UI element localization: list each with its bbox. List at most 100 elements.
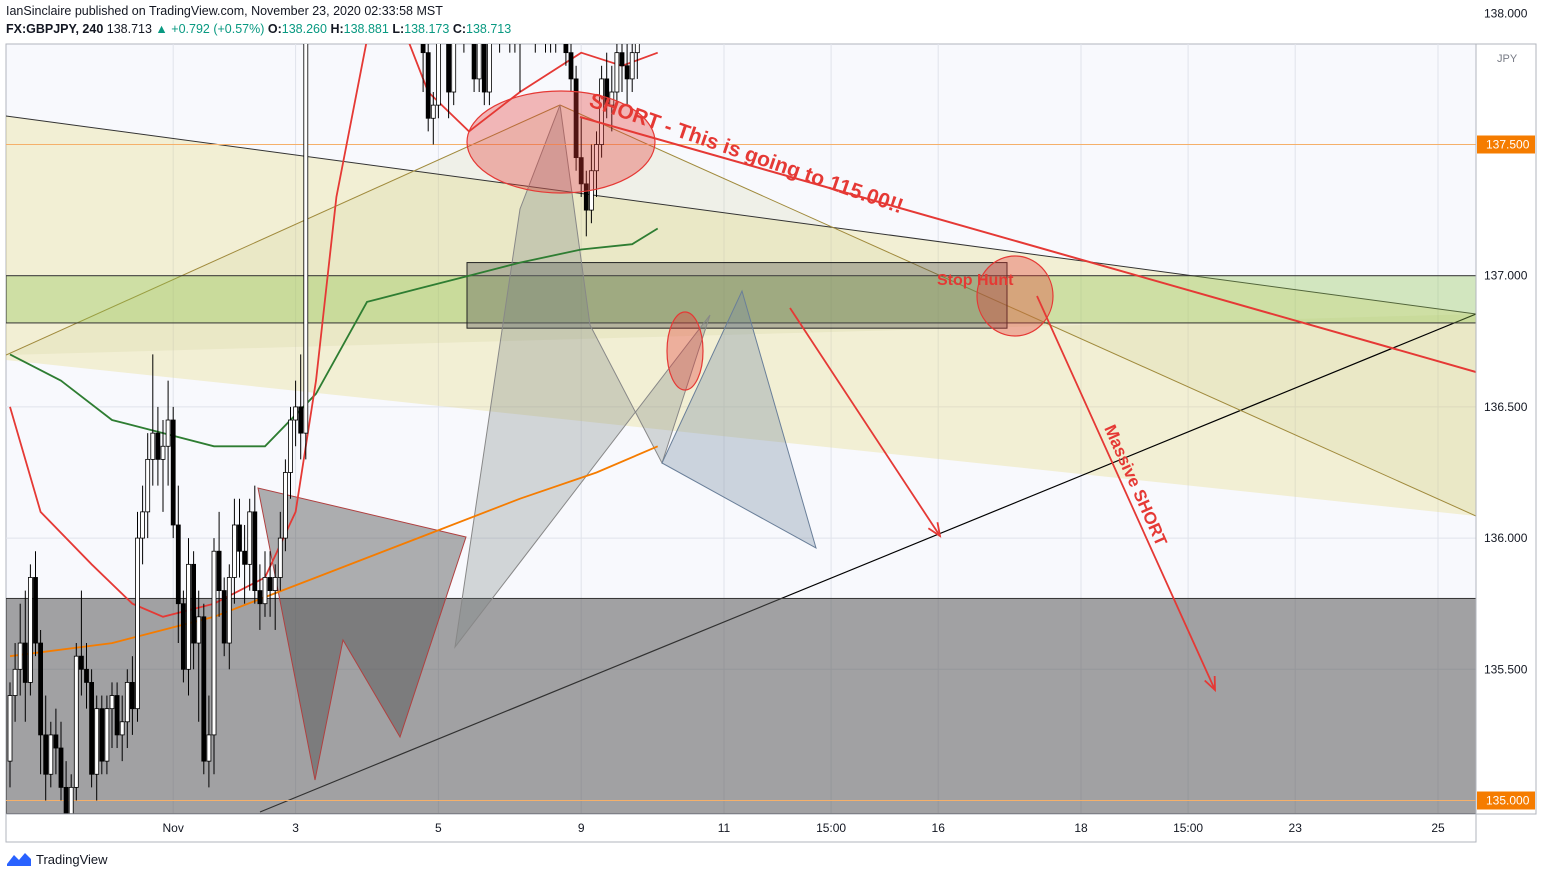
candle bbox=[191, 551, 197, 670]
candle bbox=[425, 44, 431, 132]
y-tick-label: 138.000 bbox=[1484, 6, 1528, 20]
candle-body bbox=[43, 734, 49, 775]
candle-body bbox=[119, 721, 125, 736]
candle-body bbox=[544, 13, 548, 26]
candle-body bbox=[257, 590, 263, 605]
candle bbox=[563, 44, 569, 66]
candle-body bbox=[442, 0, 446, 26]
demand-zone-135 bbox=[6, 597, 1476, 814]
candle-body bbox=[221, 590, 227, 644]
candle bbox=[298, 354, 304, 460]
candle-body bbox=[206, 734, 212, 762]
ema-mid-line bbox=[9, 227, 659, 448]
candle-body bbox=[498, 0, 502, 13]
low-value: 138.173 bbox=[404, 22, 450, 36]
candle-body bbox=[12, 668, 18, 696]
candle bbox=[211, 538, 217, 775]
candle-body bbox=[175, 524, 181, 605]
candle bbox=[145, 433, 151, 539]
candle bbox=[216, 511, 222, 617]
candle-body bbox=[559, 0, 563, 13]
y-tick-label: 136.000 bbox=[1484, 531, 1528, 545]
publish-info: IanSinclaire published on TradingView.co… bbox=[6, 4, 443, 18]
tradingview-footer[interactable]: TradingView bbox=[6, 851, 108, 867]
support-zone-138 bbox=[6, 0, 1476, 40]
candle-body bbox=[640, 0, 644, 26]
candle-body bbox=[533, 0, 537, 26]
candle bbox=[17, 603, 23, 696]
arrow-head bbox=[1204, 675, 1216, 693]
candle bbox=[22, 590, 28, 722]
candle-body bbox=[476, 44, 482, 80]
channel-fill bbox=[6, 105, 1476, 516]
candle bbox=[43, 695, 49, 801]
candle bbox=[175, 485, 181, 644]
candle bbox=[196, 590, 202, 722]
candle-body bbox=[48, 734, 54, 775]
open-value: 138.260 bbox=[281, 22, 327, 36]
y-tick-label: 135.500 bbox=[1484, 662, 1528, 676]
candle bbox=[119, 695, 125, 762]
candle-body bbox=[471, 44, 477, 80]
candle-body bbox=[79, 655, 84, 670]
candle bbox=[257, 564, 263, 630]
candle-body bbox=[481, 44, 487, 93]
x-tick-label: 15:00 bbox=[1173, 821, 1203, 835]
x-tick-label: 15:00 bbox=[816, 821, 846, 835]
candle-body bbox=[549, 13, 553, 39]
yellow-wedge bbox=[6, 116, 1476, 516]
harmonic-pattern-2 bbox=[454, 104, 711, 649]
candle-body bbox=[170, 419, 176, 526]
candle bbox=[79, 590, 84, 696]
price-label-text: 135.000 bbox=[1486, 794, 1530, 808]
candle-body bbox=[578, 157, 584, 185]
candle-body bbox=[73, 655, 79, 788]
candle-body bbox=[513, 0, 517, 39]
candle bbox=[442, 0, 446, 40]
publisher-name[interactable]: IanSinclaire bbox=[6, 4, 72, 18]
tradingview-logo-icon bbox=[7, 853, 31, 866]
candle-body bbox=[583, 183, 589, 211]
candle-body bbox=[231, 524, 237, 578]
mid-circle bbox=[666, 311, 704, 391]
candle-body bbox=[84, 668, 89, 683]
candle bbox=[599, 65, 604, 158]
x-tick-label: 5 bbox=[435, 821, 442, 835]
candle-body bbox=[196, 616, 202, 644]
support-zone-137 bbox=[6, 275, 1476, 324]
candle bbox=[282, 459, 288, 552]
candle-body bbox=[104, 708, 110, 762]
candle-body bbox=[165, 419, 171, 447]
candle-body bbox=[430, 104, 436, 119]
candle bbox=[27, 564, 33, 696]
arrow-shaft bbox=[789, 307, 941, 537]
candle bbox=[104, 695, 110, 775]
symbol-info: FX:GBPJPY, 240 138.713 ▲ +0.792 (+0.57%)… bbox=[6, 22, 512, 36]
candle bbox=[430, 92, 436, 145]
ema-slow-line bbox=[9, 445, 659, 658]
candle-body bbox=[568, 52, 574, 80]
candle bbox=[573, 65, 579, 171]
price-axis[interactable] bbox=[1475, 43, 1537, 815]
harmonic-pattern-3 bbox=[661, 289, 817, 550]
candle-body bbox=[425, 52, 431, 119]
candle-body bbox=[129, 682, 135, 710]
candle-body bbox=[282, 472, 288, 539]
candle bbox=[33, 551, 38, 657]
x-tick-label: 16 bbox=[932, 821, 946, 835]
short-trend-line bbox=[579, 116, 1476, 373]
candle bbox=[604, 52, 610, 119]
candle bbox=[155, 406, 161, 486]
candle bbox=[624, 44, 630, 106]
candle bbox=[614, 44, 620, 106]
x-tick-label: 3 bbox=[292, 821, 299, 835]
candle bbox=[583, 170, 589, 237]
candle-body bbox=[211, 550, 217, 736]
last-price: 138.713 bbox=[106, 22, 152, 36]
time-axis[interactable] bbox=[5, 813, 1477, 843]
candle bbox=[38, 629, 43, 775]
candle-body bbox=[216, 550, 222, 591]
